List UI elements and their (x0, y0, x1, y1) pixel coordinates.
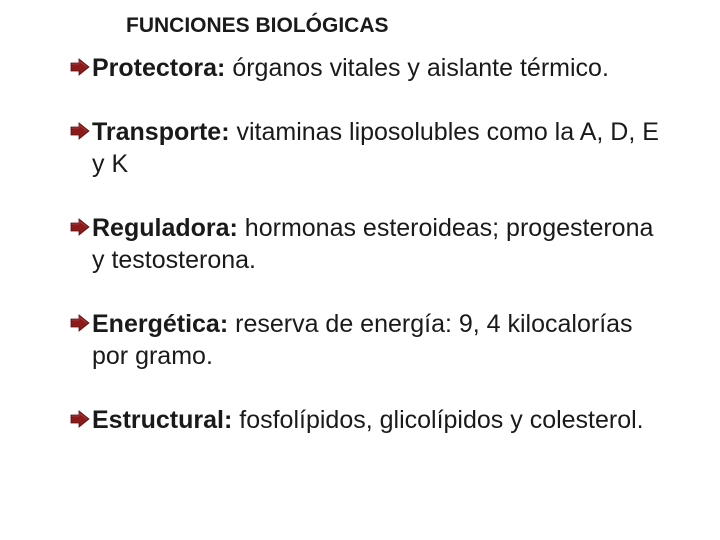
list-item-text: Energética: reserva de energía: 9, 4 kil… (92, 308, 672, 372)
item-desc: fosfolípidos, glicolípidos y colesterol. (232, 406, 643, 434)
list-item: Transporte: vitaminas liposolubles como … (70, 116, 672, 180)
item-label: Reguladora: (92, 214, 238, 242)
arrow-bullet-icon (70, 57, 90, 77)
slide-title: FUNCIONES BIOLÓGICAS (126, 14, 672, 38)
list-item-text: Transporte: vitaminas liposolubles como … (92, 116, 672, 180)
list-item: Energética: reserva de energía: 9, 4 kil… (70, 308, 672, 372)
list-item-text: Estructural: fosfolípidos, glicolípidos … (92, 404, 644, 436)
item-label: Protectora: (92, 54, 225, 82)
list-item: Estructural: fosfolípidos, glicolípidos … (70, 404, 672, 436)
item-desc: órganos vitales y aislante térmico. (225, 54, 609, 82)
arrow-bullet-icon (70, 121, 90, 141)
list-item: Protectora: órganos vitales y aislante t… (70, 52, 672, 84)
arrow-bullet-icon (70, 409, 90, 429)
arrow-bullet-icon (70, 313, 90, 333)
list-item-text: Protectora: órganos vitales y aislante t… (92, 52, 609, 84)
slide: FUNCIONES BIOLÓGICAS Protectora: órganos… (0, 0, 720, 540)
arrow-bullet-icon (70, 217, 90, 237)
item-label: Energética: (92, 310, 228, 338)
list-item: Reguladora: hormonas esteroideas; proges… (70, 212, 672, 276)
item-label: Transporte: (92, 118, 230, 146)
list-item-text: Reguladora: hormonas esteroideas; proges… (92, 212, 672, 276)
item-label: Estructural: (92, 406, 232, 434)
